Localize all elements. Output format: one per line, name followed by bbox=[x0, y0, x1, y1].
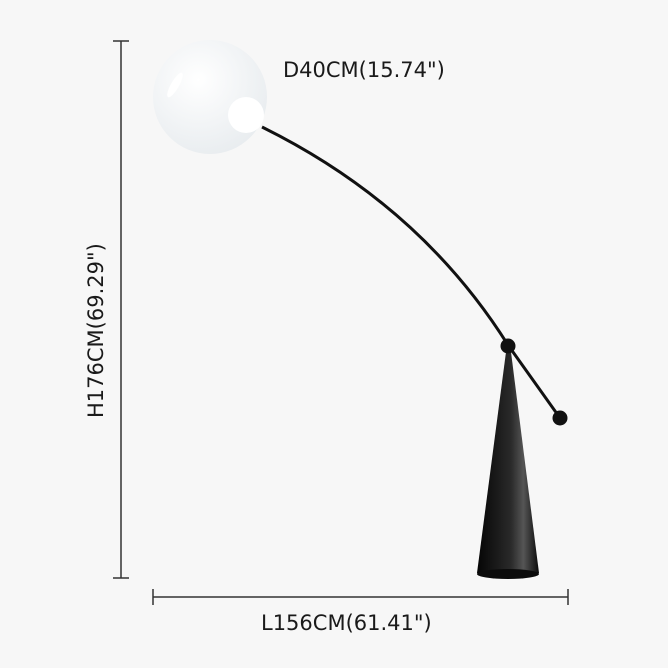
height-label: H176CM(69.29") bbox=[84, 243, 108, 418]
counterweight-ball bbox=[552, 410, 568, 426]
lamp-arm bbox=[261, 125, 510, 346]
cone-base-bottom bbox=[477, 569, 539, 579]
length-label: L156CM(61.41") bbox=[261, 611, 432, 635]
diameter-label: D40CM(15.74") bbox=[283, 58, 445, 82]
counterweight-rod bbox=[506, 344, 562, 419]
height-dimension-line bbox=[113, 40, 129, 579]
pivot-joint bbox=[500, 338, 516, 354]
length-dimension-line bbox=[152, 589, 569, 605]
cone-base bbox=[477, 352, 539, 578]
glass-globe-shade bbox=[153, 40, 267, 154]
